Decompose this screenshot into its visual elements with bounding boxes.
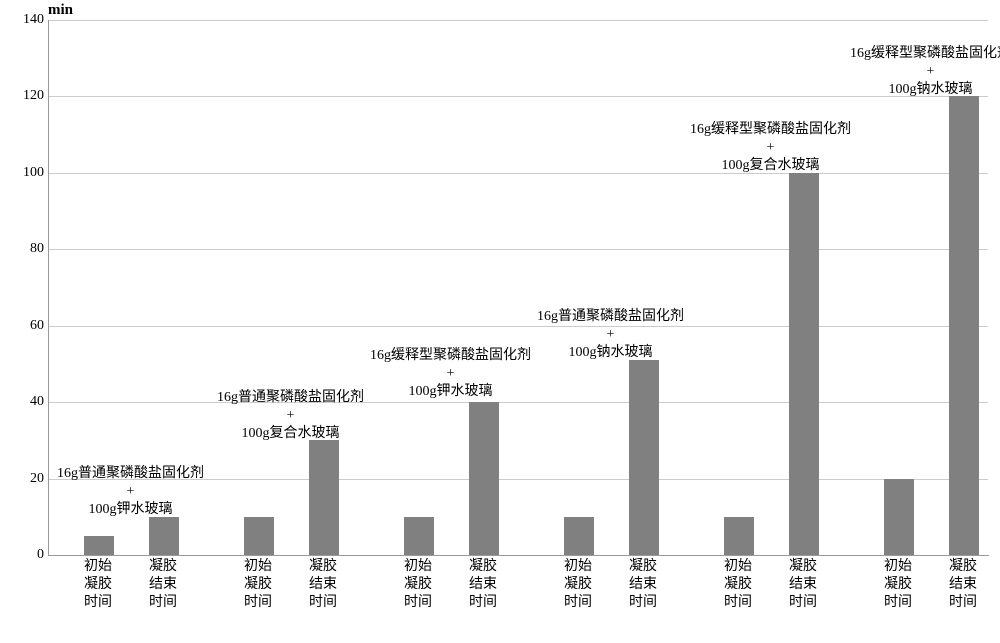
x-tick-label: 凝胶结束时间: [933, 558, 993, 612]
bar: [789, 173, 819, 555]
x-tick-label: 初始凝胶时间: [388, 558, 448, 612]
x-tick-label: 凝胶结束时间: [293, 558, 353, 612]
bar-chart: min 020406080100120140 初始凝胶时间凝胶结束时间初始凝胶时…: [0, 0, 1000, 643]
bar: [404, 517, 434, 555]
bar: [469, 402, 499, 555]
x-tick-label: 凝胶结束时间: [773, 558, 833, 612]
bar: [244, 517, 274, 555]
y-tick-label: 40: [4, 395, 44, 409]
x-tick-label: 初始凝胶时间: [548, 558, 608, 612]
bar: [309, 440, 339, 555]
bar: [149, 517, 179, 555]
x-tick-label: 凝胶结束时间: [613, 558, 673, 612]
y-tick-label: 140: [4, 13, 44, 27]
group-annotation: 16g普通聚磷酸盐固化剂+100g钠水玻璃: [516, 308, 706, 362]
group-annotation: 16g普通聚磷酸盐固化剂+100g钾水玻璃: [36, 465, 226, 519]
y-tick-label: 60: [4, 319, 44, 333]
bar: [629, 360, 659, 555]
bar: [564, 517, 594, 555]
y-tick-label: 80: [4, 242, 44, 256]
y-tick-label: 0: [4, 548, 44, 562]
x-tick-label: 凝胶结束时间: [453, 558, 513, 612]
group-annotation: 16g缓释型聚磷酸盐固化剂+100g钠水玻璃: [836, 45, 1000, 99]
y-axis-unit: min: [48, 2, 73, 19]
x-tick-label: 初始凝胶时间: [68, 558, 128, 612]
x-tick-label: 初始凝胶时间: [228, 558, 288, 612]
x-tick-label: 初始凝胶时间: [708, 558, 768, 612]
y-tick-label: 100: [4, 166, 44, 180]
x-tick-label: 凝胶结束时间: [133, 558, 193, 612]
x-tick-label: 初始凝胶时间: [868, 558, 928, 612]
bar: [884, 479, 914, 555]
bar: [724, 517, 754, 555]
group-annotation: 16g缓释型聚磷酸盐固化剂+100g复合水玻璃: [676, 121, 866, 175]
bar: [949, 96, 979, 555]
bar: [84, 536, 114, 555]
y-tick-label: 120: [4, 89, 44, 103]
